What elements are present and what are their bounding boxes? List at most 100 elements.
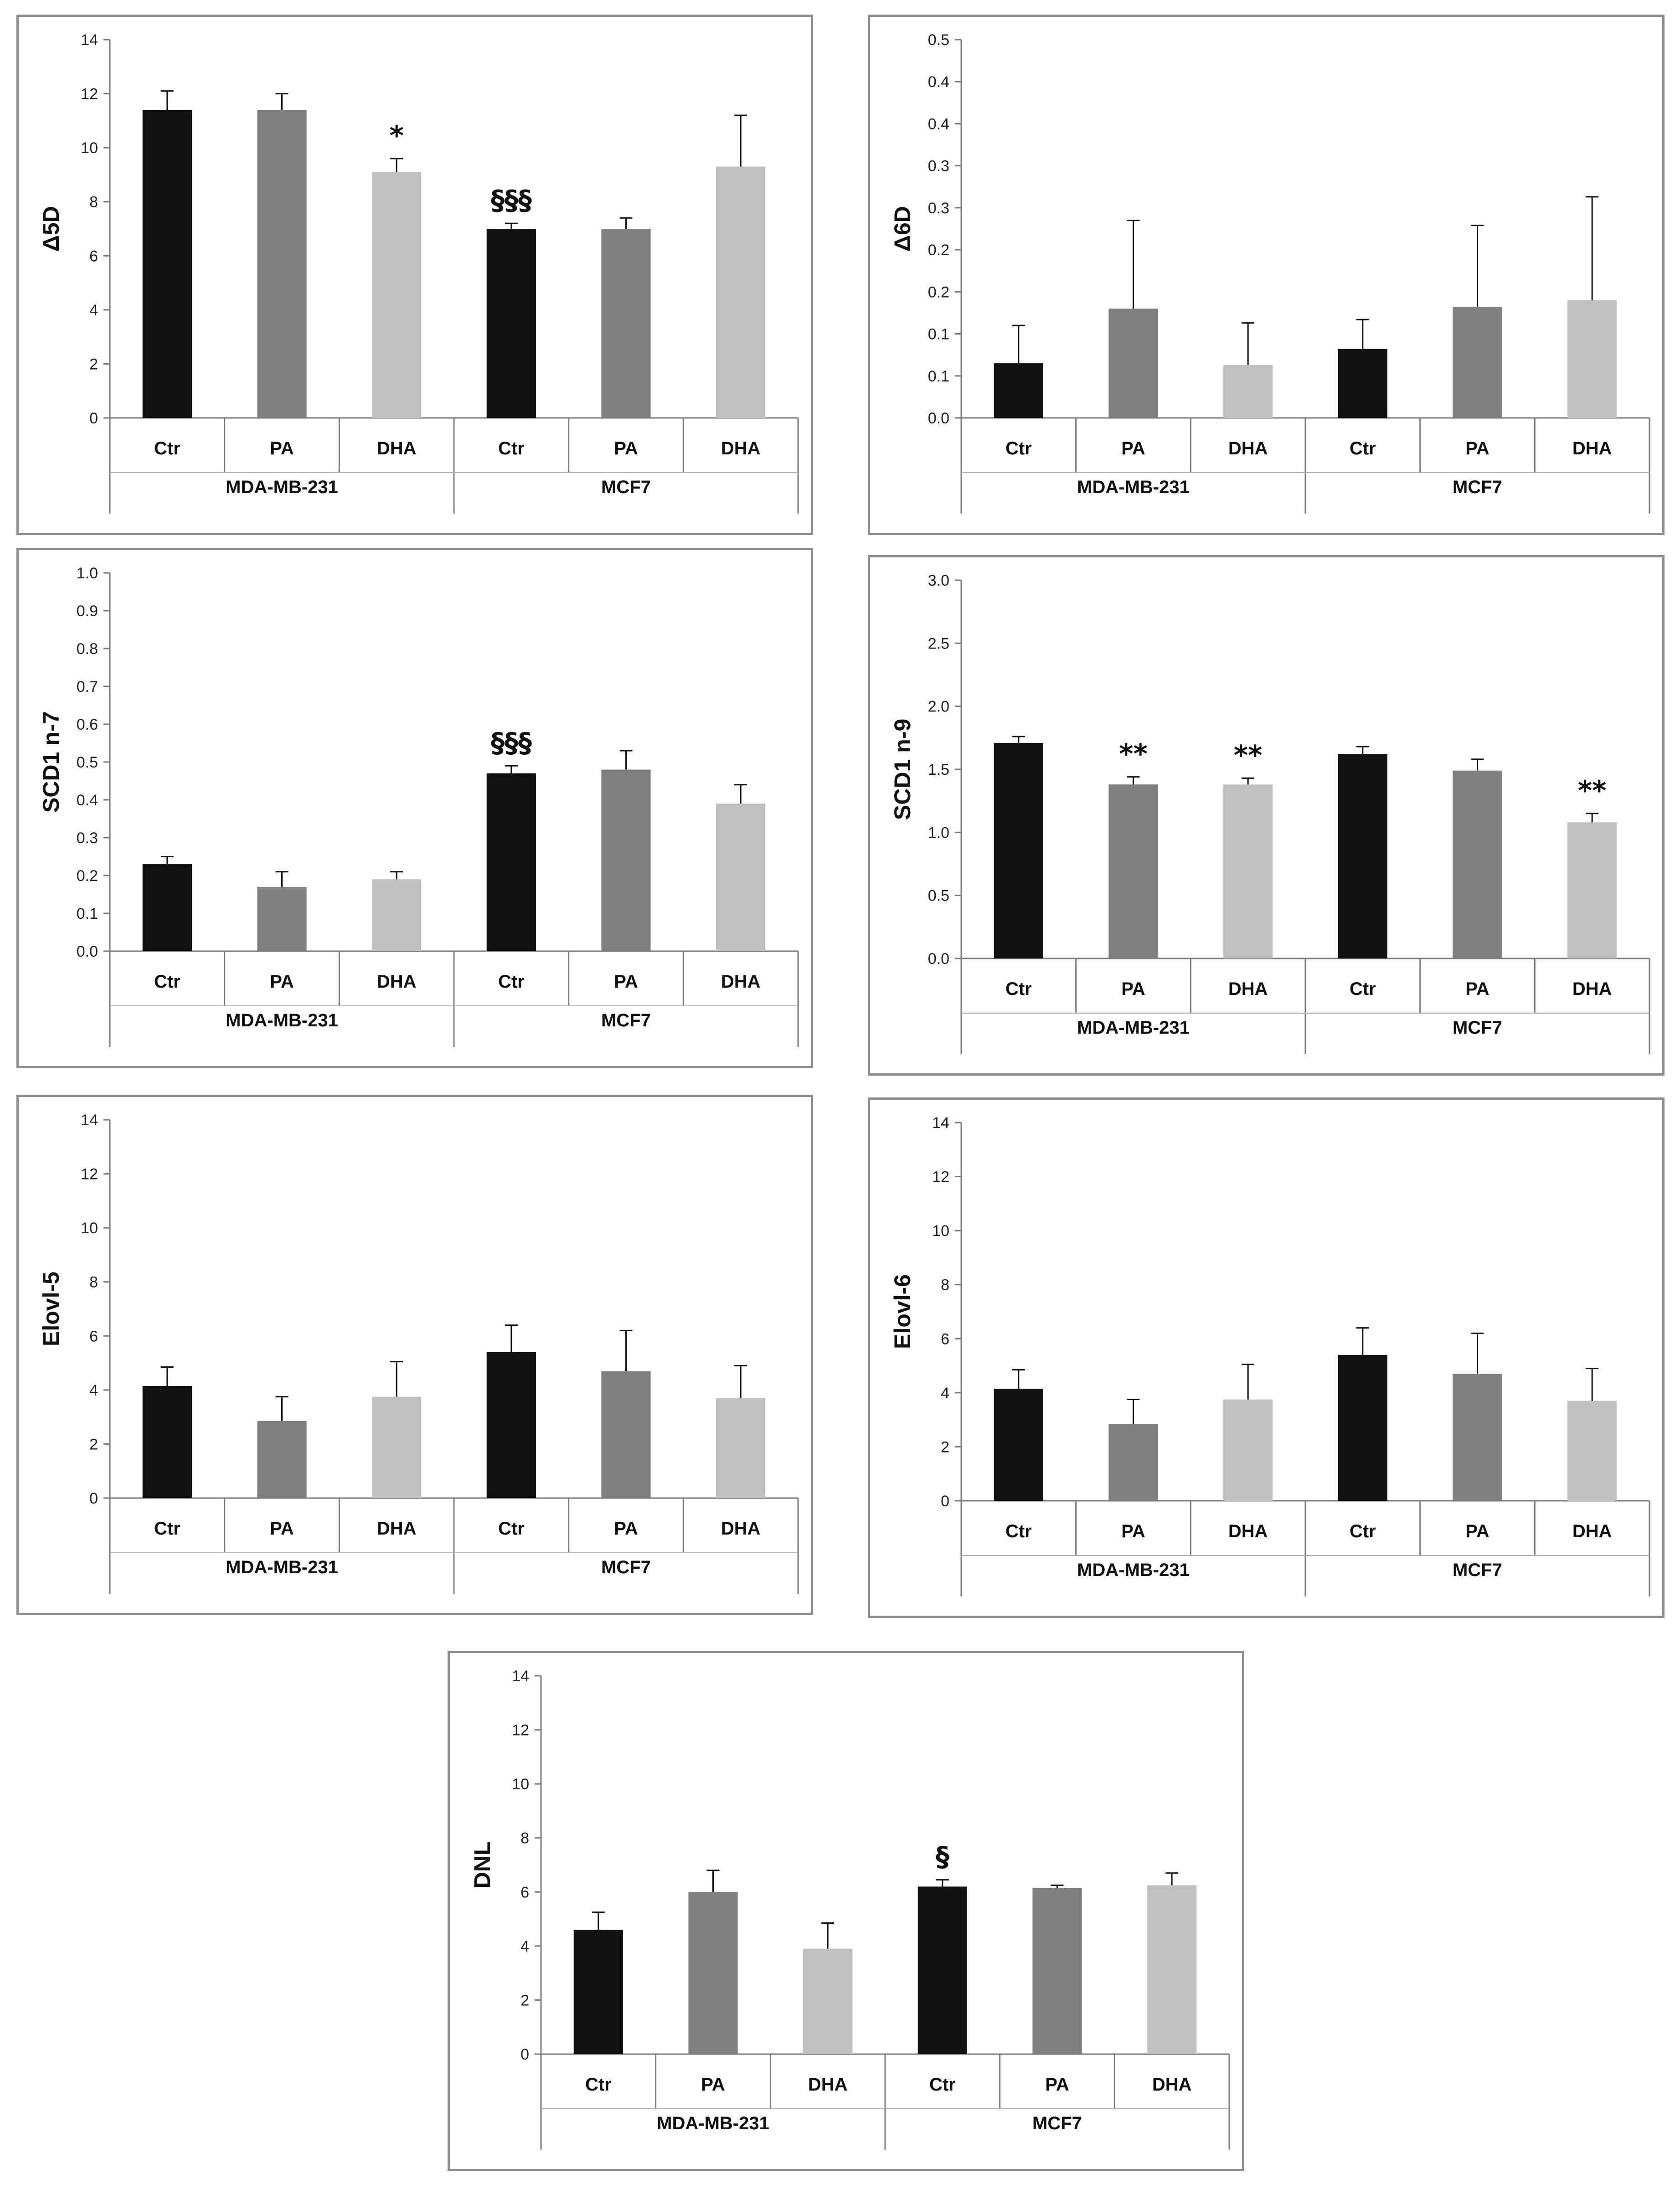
chart-scd1n9: 0.0 0.5 1.0 1.5 2.0 2.5 3.0 SCD1 n-9 Ctr ** PA ** DH… [890, 572, 1650, 1054]
x-group-label: MCF7 [601, 1557, 651, 1577]
y-tick-label: 14 [81, 1112, 98, 1129]
x-category-label: Ctr [1005, 1521, 1032, 1541]
bar [372, 172, 422, 418]
bar [486, 773, 536, 951]
y-tick-label: 0.1 [77, 905, 98, 922]
x-category-label: Ctr [585, 2075, 612, 2095]
y-tick-label: 2 [941, 1438, 949, 1456]
chart-elovl5: 0 2 4 6 8 10 12 14 Elovl-5 Ctr PA DHA Ctr PA DHA MDA-MB… [38, 1112, 799, 1594]
y-tick-label: 2.5 [928, 635, 949, 652]
x-category-label: PA [270, 972, 294, 992]
y-tick-label: 0.0 [928, 410, 949, 427]
chart-d5d: 0 2 4 6 8 10 12 14 Δ5D Ctr PA * DHA §§§ Ctr PA DHA MDA-MB… [38, 31, 799, 514]
bar [994, 363, 1043, 418]
significance-marker: § [936, 1841, 949, 1873]
y-tick-label: 6 [89, 247, 98, 265]
x-category-label: Ctr [498, 972, 525, 992]
bar [1223, 365, 1273, 418]
bar [257, 1421, 307, 1498]
significance-marker: ** [1119, 738, 1148, 770]
significance-marker: §§§ [491, 727, 532, 759]
y-tick-label: 6 [89, 1328, 98, 1345]
chart-d6d: 0.0 0.1 0.1 0.2 0.2 0.3 0.3 0.4 0.4 0.5 Δ6D Ctr PA DH… [890, 31, 1650, 514]
bar [688, 1892, 738, 2054]
bar [1338, 1355, 1387, 1501]
x-category-label: Ctr [1350, 979, 1376, 999]
y-tick-label: 0 [89, 410, 98, 427]
y-tick-label: 4 [520, 1938, 529, 1955]
x-category-label: PA [270, 1519, 294, 1539]
significance-marker: ** [1234, 739, 1263, 771]
x-category-label: PA [1045, 2075, 1069, 2095]
x-category-label: DHA [721, 972, 761, 992]
y-tick-label: 8 [89, 194, 98, 211]
panel-dnl: 0 2 4 6 8 10 12 14 DNL Ctr PA DHA § Ctr PA DHA MDA-MB-23… [448, 1651, 1244, 2171]
x-group-label: MDA-MB-231 [1077, 477, 1190, 497]
y-tick-label: 0.5 [928, 31, 949, 49]
y-tick-label: 0.0 [928, 950, 949, 968]
y-tick-label: 0 [89, 1490, 98, 1507]
y-axis-title: Δ6D [890, 206, 915, 252]
y-tick-label: 12 [81, 86, 98, 103]
x-category-label: DHA [1228, 1521, 1268, 1541]
panel-scd1n9: 0.0 0.5 1.0 1.5 2.0 2.5 3.0 SCD1 n-9 Ctr ** PA ** DH… [868, 555, 1665, 1076]
x-category-label: PA [1465, 1521, 1489, 1541]
y-tick-label: 0 [520, 2046, 529, 2063]
x-group-label: MDA-MB-231 [657, 2113, 769, 2133]
x-category-label: Ctr [929, 2075, 956, 2095]
y-tick-label: 0.7 [77, 678, 98, 695]
x-category-label: Ctr [1350, 1521, 1376, 1541]
x-group-label: MDA-MB-231 [226, 477, 338, 497]
x-group-label: MDA-MB-231 [1077, 1560, 1190, 1580]
y-tick-label: 10 [81, 1220, 98, 1237]
bar [1453, 770, 1502, 958]
y-axis-title: SCD1 n-9 [890, 719, 915, 820]
bar [142, 864, 192, 951]
y-tick-label: 0.4 [928, 73, 949, 91]
y-tick-label: 6 [941, 1330, 949, 1348]
bar [372, 1396, 422, 1498]
x-category-label: DHA [1152, 2075, 1192, 2095]
x-category-label: Ctr [154, 1519, 180, 1539]
x-category-label: DHA [808, 2075, 848, 2095]
significance-marker: §§§ [491, 185, 532, 216]
x-category-label: DHA [1228, 438, 1268, 458]
y-tick-label: 14 [932, 1114, 949, 1132]
y-tick-label: 2 [89, 355, 98, 373]
y-tick-label: 0.4 [77, 792, 98, 809]
y-tick-label: 4 [89, 302, 98, 319]
y-tick-label: 14 [81, 31, 98, 49]
bar [1453, 307, 1502, 418]
bar [486, 229, 536, 418]
x-category-label: Ctr [1005, 438, 1032, 458]
bar [994, 1388, 1043, 1501]
bar [1567, 1401, 1617, 1501]
x-category-label: PA [1465, 438, 1489, 458]
x-group-label: MDA-MB-231 [1077, 1018, 1190, 1038]
x-category-label: Ctr [1350, 438, 1376, 458]
x-group-label: MCF7 [1453, 1018, 1502, 1038]
x-group-label: MDA-MB-231 [226, 1557, 338, 1577]
y-tick-label: 14 [512, 1668, 529, 1685]
y-tick-label: 0.9 [77, 603, 98, 620]
x-category-label: PA [1121, 1521, 1145, 1541]
x-category-label: DHA [1572, 979, 1612, 999]
bar [803, 1948, 853, 2054]
bar [1223, 1399, 1273, 1501]
x-category-label: PA [270, 438, 294, 458]
bar [1338, 754, 1387, 958]
y-tick-label: 10 [81, 139, 98, 157]
x-category-label: PA [701, 2075, 725, 2095]
x-category-label: PA [614, 972, 638, 992]
x-category-label: DHA [377, 438, 417, 458]
y-tick-label: 8 [89, 1274, 98, 1291]
panel-scd1n7: 0.0 0.1 0.2 0.3 0.4 0.5 0.6 0.7 0.8 0.9 1.0 SCD1 n-… [16, 548, 813, 1068]
y-tick-label: 12 [932, 1169, 949, 1186]
x-group-label: MCF7 [601, 477, 651, 497]
y-tick-label: 3.0 [928, 572, 949, 589]
bar [716, 1398, 766, 1498]
bar [1567, 300, 1617, 418]
bar [994, 742, 1043, 958]
significance-marker: * [389, 120, 403, 152]
